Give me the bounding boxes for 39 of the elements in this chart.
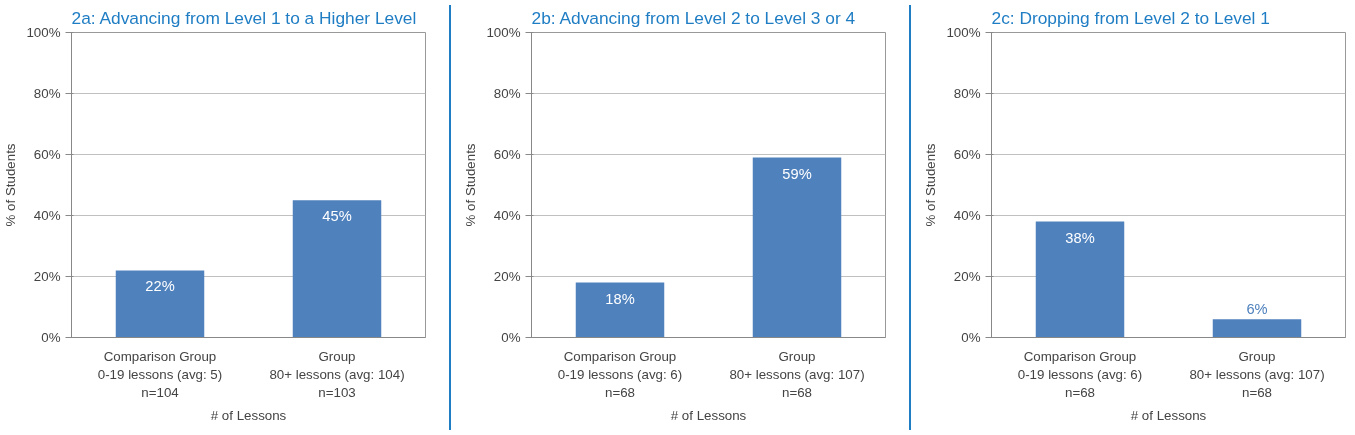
y-axis-title: % of Students <box>463 143 479 227</box>
y-tick-label: 80% <box>493 86 521 101</box>
y-tick-label: 60% <box>493 147 521 162</box>
data-label: 45% <box>322 208 352 225</box>
y-tick-label: 100% <box>486 25 521 40</box>
chart-title: 2b: Advancing from Level 2 to Level 3 or 4 <box>531 7 856 28</box>
y-tick-label: 20% <box>953 269 981 284</box>
y-tick-label: 20% <box>33 269 61 284</box>
y-axis-title: % of Students <box>3 143 19 227</box>
y-tick-label: 0% <box>41 330 61 345</box>
x-tick-label: Group 80+ lessons (avg: 107) n=68 <box>729 348 865 400</box>
y-tick-label: 80% <box>953 86 981 101</box>
y-tick-label: 60% <box>953 147 981 162</box>
data-label: 38% <box>1065 229 1095 246</box>
x-tick-label: Comparison Group 0-19 lessons (avg: 6) n=68 <box>1017 348 1143 400</box>
data-label: 18% <box>605 290 635 307</box>
x-tick-label: Group 80+ lessons (avg: 107) n=68 <box>1189 348 1325 400</box>
y-axis-title: % of Students <box>923 143 939 227</box>
x-tick-label: Comparison Group 0-19 lessons (avg: 5) n=104 <box>97 348 223 400</box>
y-tick-label: 0% <box>961 330 981 345</box>
y-tick-label: 60% <box>33 147 61 162</box>
x-tick-label: Comparison Group 0-19 lessons (avg: 6) n=68 <box>557 348 683 400</box>
x-axis-title: # of Lessons <box>670 407 747 423</box>
x-axis-title: # of Lessons <box>1130 407 1207 423</box>
y-tick-label: 40% <box>953 208 981 223</box>
chart-title: 2a: Advancing from Level 1 to a Higher Level <box>71 7 417 28</box>
data-label: 59% <box>782 165 812 182</box>
y-tick-label: 20% <box>493 269 521 284</box>
y-tick-label: 100% <box>26 25 61 40</box>
x-axis-title: # of Lessons <box>210 407 287 423</box>
data-label: 6% <box>1246 301 1268 318</box>
chart-title: 2c: Dropping from Level 2 to Level 1 <box>991 7 1270 28</box>
y-tick-label: 40% <box>33 208 61 223</box>
y-tick-label: 100% <box>946 25 981 40</box>
x-tick-label: Group 80+ lessons (avg: 104) n=103 <box>269 348 405 400</box>
y-tick-label: 0% <box>501 330 521 345</box>
y-tick-label: 40% <box>493 208 521 223</box>
data-label: 22% <box>145 278 175 295</box>
y-tick-label: 80% <box>33 86 61 101</box>
